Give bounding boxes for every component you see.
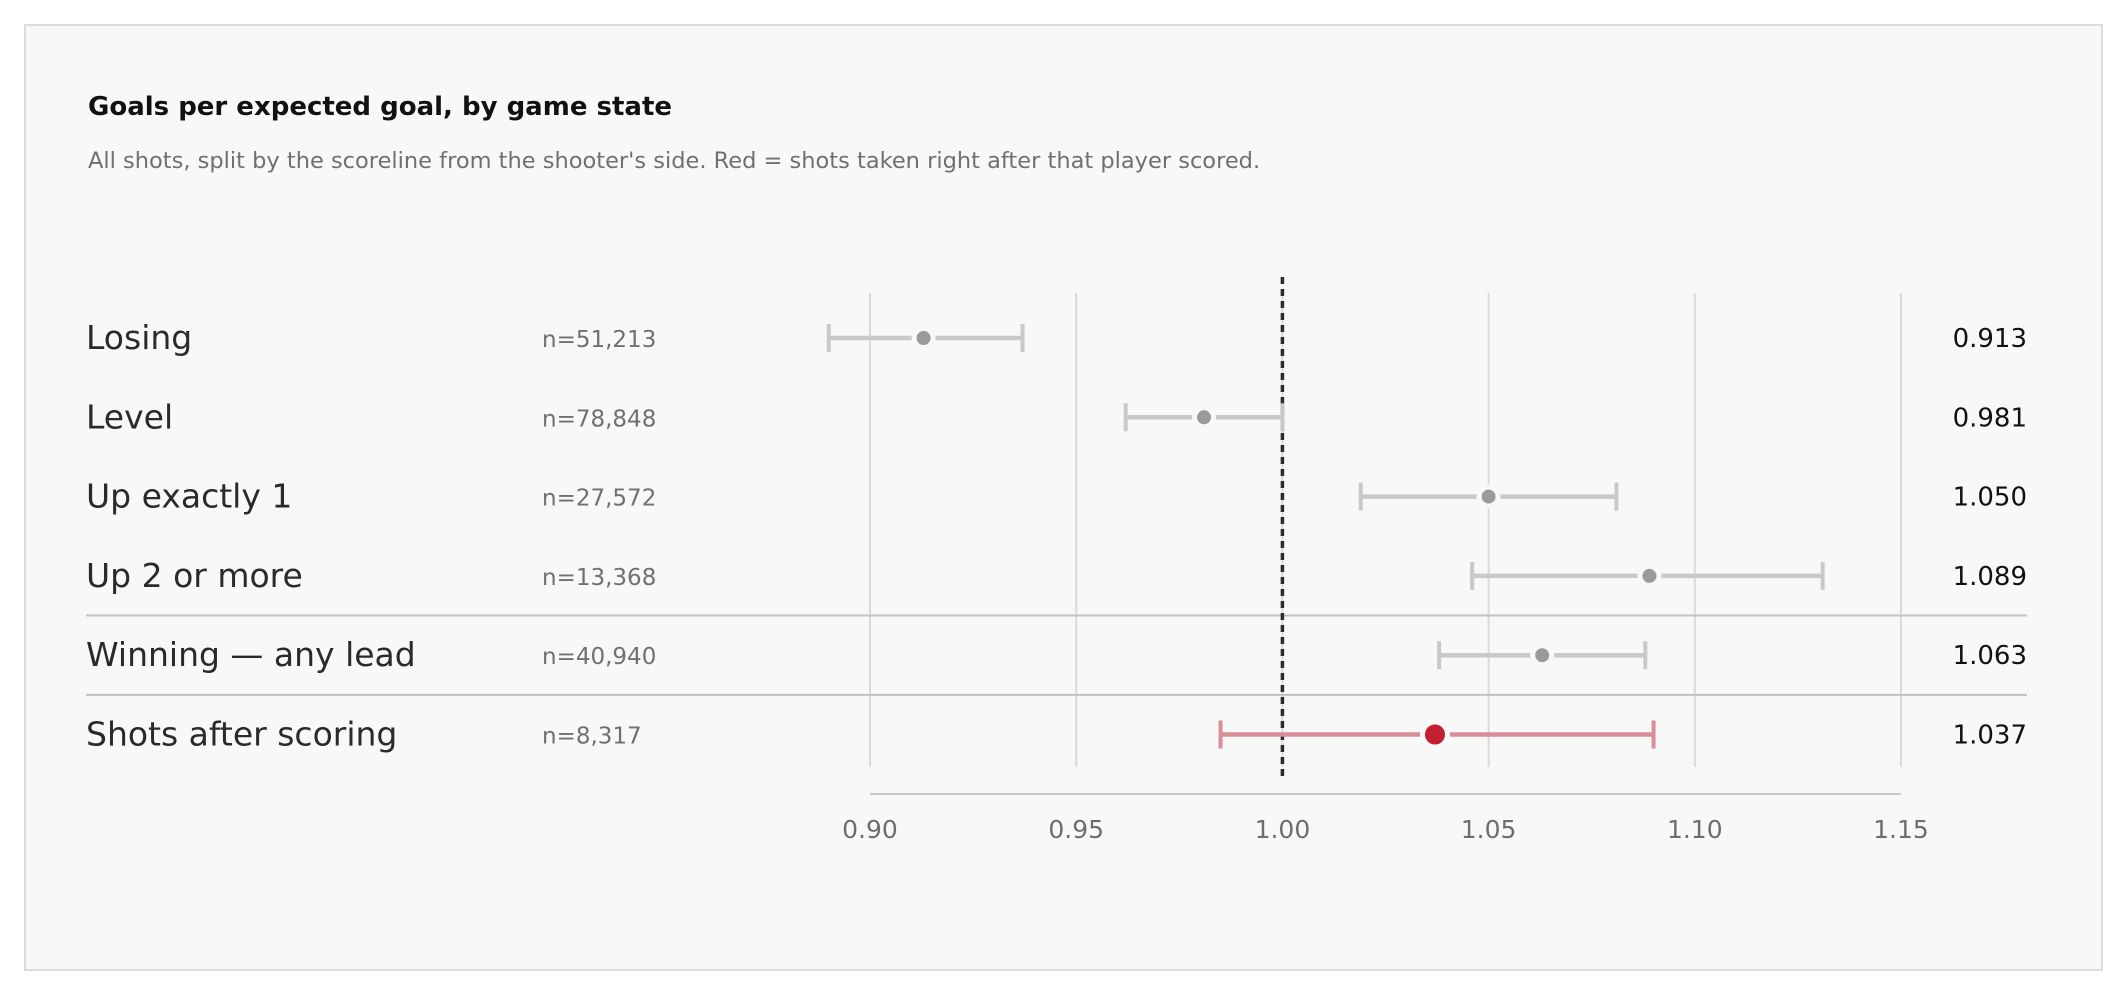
x-tick-label: 0.90 bbox=[842, 815, 898, 844]
forest-row: Up 2 or more n=13,368 1.089 bbox=[86, 556, 2027, 595]
row-value: 1.089 bbox=[1953, 562, 2027, 592]
x-tick-label: 0.95 bbox=[1048, 815, 1104, 844]
row-value: 0.913 bbox=[1953, 324, 2027, 354]
row-n-count: n=27,572 bbox=[542, 486, 656, 512]
estimate-point bbox=[911, 326, 936, 350]
estimate-point bbox=[1476, 484, 1501, 509]
forest-row: Up exactly 1 n=27,572 1.050 bbox=[86, 477, 2027, 516]
row-value: 1.037 bbox=[1953, 721, 2027, 751]
x-tick-label: 1.05 bbox=[1461, 815, 1517, 844]
x-axis: 0.90 0.95 1.00 1.05 1.10 1.15 bbox=[842, 793, 1929, 844]
row-label: Winning — any lead bbox=[86, 635, 416, 674]
gridlines bbox=[869, 293, 1902, 767]
estimate-point bbox=[1192, 405, 1217, 430]
chart-title: Goals per expected goal, by game state bbox=[88, 92, 673, 122]
row-label: Level bbox=[86, 397, 173, 436]
row-n-count: n=40,940 bbox=[542, 644, 656, 670]
row-label: Up exactly 1 bbox=[86, 477, 292, 516]
chart-subtitle: All shots, split by the scoreline from t… bbox=[88, 148, 1261, 174]
forest-row: Winning — any lead n=40,940 1.063 bbox=[86, 635, 2027, 674]
row-n-count: n=51,213 bbox=[542, 327, 656, 353]
row-separators bbox=[86, 614, 2027, 696]
row-value: 0.981 bbox=[1953, 403, 2027, 433]
row-label: Losing bbox=[86, 318, 192, 357]
row-n-count: n=13,368 bbox=[542, 565, 656, 591]
forest-row: Level n=78,848 0.981 bbox=[86, 397, 2027, 436]
row-label: Shots after scoring bbox=[86, 715, 397, 754]
estimate-point bbox=[1637, 563, 1662, 588]
row-value: 1.063 bbox=[1953, 641, 2027, 671]
forest-row: Shots after scoring n=8,317 1.037 bbox=[86, 715, 2027, 754]
row-n-count: n=78,848 bbox=[542, 406, 656, 432]
chart-card: Goals per expected goal, by game state A… bbox=[24, 24, 2103, 971]
row-n-count: n=8,317 bbox=[542, 724, 642, 750]
estimate-point bbox=[1419, 719, 1450, 750]
forest-row: Losing n=51,213 0.913 bbox=[86, 318, 2027, 357]
x-tick-label: 1.00 bbox=[1255, 815, 1311, 844]
row-value: 1.050 bbox=[1953, 483, 2027, 513]
estimate-point bbox=[1530, 643, 1555, 668]
x-tick-label: 1.15 bbox=[1873, 815, 1929, 844]
row-label: Up 2 or more bbox=[86, 556, 303, 595]
x-tick-label: 1.10 bbox=[1667, 815, 1723, 844]
rows: Losing n=51,213 0.913 Level n=78,848 0.981 Up … bbox=[86, 318, 2027, 754]
